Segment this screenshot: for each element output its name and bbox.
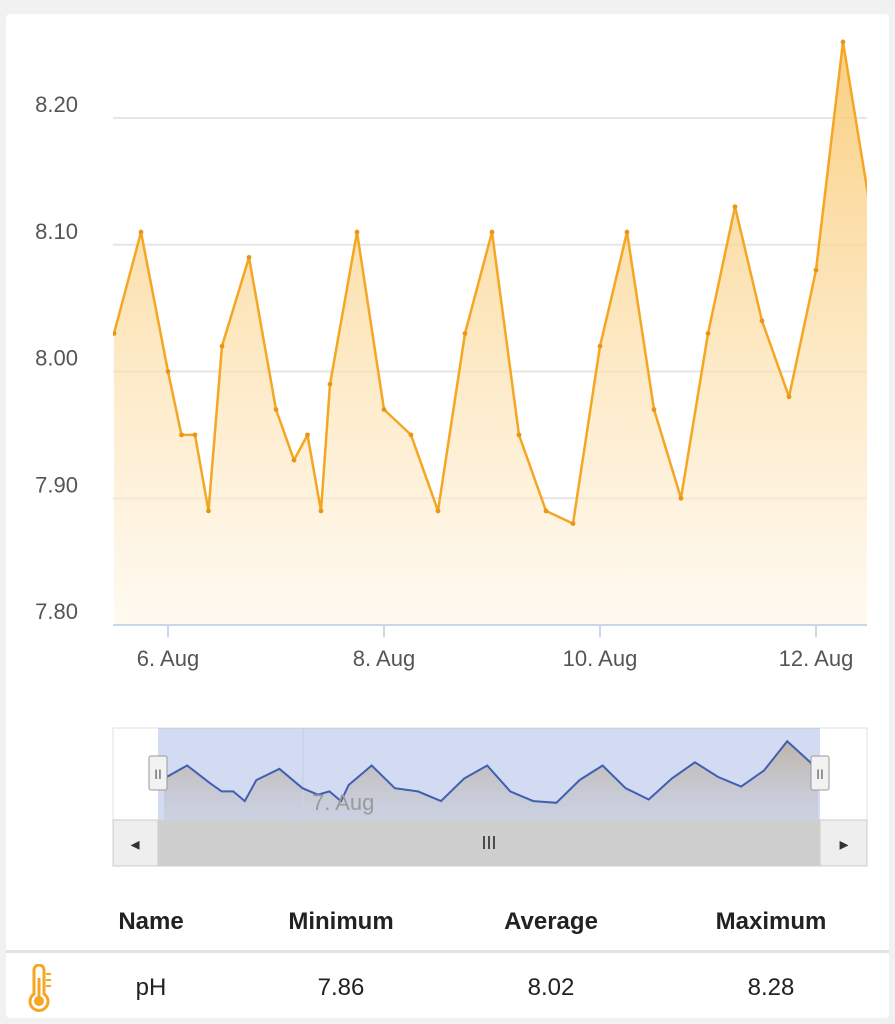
header-average: Average	[504, 908, 598, 935]
ph-chart: 8.20 8.10 8.00 7.90 7.80 6. Aug 8. Aug 10. Aug…	[35, 39, 882, 867]
ph-line	[113, 40, 867, 525]
x-tick-label: 8. Aug	[353, 646, 415, 671]
data-point	[597, 343, 603, 349]
y-tick-label: 8.20	[35, 92, 78, 117]
data-point	[273, 407, 279, 412]
navigator-tick-label: 7. Aug	[312, 790, 374, 815]
data-point	[113, 331, 117, 336]
x-tick-label: 6. Aug	[137, 646, 199, 671]
data-point	[624, 229, 630, 235]
x-tick-label: 12. Aug	[779, 646, 854, 671]
ph-area	[114, 41, 867, 625]
row-minimum: 7.86	[317, 974, 365, 1001]
scrollbar[interactable]: ◂ III ▸	[112, 819, 868, 867]
y-tick-label: 8.10	[35, 219, 78, 244]
data-point	[813, 267, 819, 273]
data-point	[868, 204, 873, 209]
navigator-area	[164, 741, 818, 820]
data-point	[651, 407, 657, 412]
data-point	[786, 394, 792, 400]
data-point	[408, 432, 414, 438]
navigator-line	[163, 739, 819, 804]
data-point	[705, 331, 711, 336]
data-point	[759, 318, 765, 324]
scroll-right-arrow-icon: ▸	[839, 834, 848, 854]
y-tick-label: 7.90	[35, 472, 78, 497]
data-point	[354, 229, 360, 235]
data-point	[381, 407, 387, 412]
scrollbar-thumb[interactable]	[158, 820, 820, 866]
data-point	[435, 508, 441, 514]
data-point	[318, 508, 324, 514]
table-divider	[6, 950, 889, 953]
data-point	[219, 343, 225, 349]
data-point	[305, 432, 310, 438]
data-point	[840, 39, 846, 45]
navigator-mask[interactable]	[158, 728, 820, 820]
y-axis-labels: 8.20 8.10 8.00 7.90 7.80	[35, 92, 78, 624]
data-point	[206, 508, 211, 514]
data-point	[543, 508, 549, 514]
data-point	[327, 381, 333, 387]
x-tick-label: 10. Aug	[563, 646, 638, 671]
scrollbar-grip: III	[481, 833, 496, 853]
data-point	[192, 432, 198, 438]
navigator-left-handle[interactable]: II	[148, 755, 168, 791]
x-axis-ticks: 6. Aug 8. Aug 10. Aug 12. Aug	[137, 625, 854, 671]
data-point	[877, 306, 882, 311]
data-point	[165, 369, 171, 374]
row-maximum: 8.28	[747, 974, 795, 1001]
y-tick-label: 7.80	[35, 599, 78, 624]
data-point	[291, 457, 297, 463]
right-handle-grip: II	[816, 766, 824, 782]
navigator[interactable]: 7. Aug II II	[112, 727, 868, 821]
row-average: 8.02	[527, 974, 575, 1001]
scroll-left-arrow-icon: ◂	[130, 834, 139, 854]
chart-card: 8.20 8.10 8.00 7.90 7.80 6. Aug 8. Aug 10. Aug…	[6, 14, 889, 1018]
header-name: Name	[118, 908, 184, 935]
header-minimum: Minimum	[288, 908, 394, 935]
data-point	[462, 331, 468, 336]
data-point	[246, 255, 252, 260]
row-name: pH	[135, 974, 167, 1001]
data-point	[489, 229, 495, 235]
data-point	[179, 432, 184, 438]
ph-points	[113, 39, 882, 526]
data-point	[138, 229, 144, 235]
data-point	[570, 521, 576, 526]
data-point	[678, 495, 684, 501]
y-tick-label: 8.00	[35, 346, 78, 371]
data-point	[732, 204, 738, 210]
data-point	[516, 432, 522, 438]
scroll-left-button[interactable]	[112, 819, 159, 867]
navigator-right-handle[interactable]: II	[810, 755, 830, 791]
thermometer-icon	[28, 964, 51, 1012]
header-maximum: Maximum	[715, 908, 827, 935]
left-handle-grip: II	[154, 766, 162, 782]
scroll-right-button[interactable]	[819, 819, 868, 867]
